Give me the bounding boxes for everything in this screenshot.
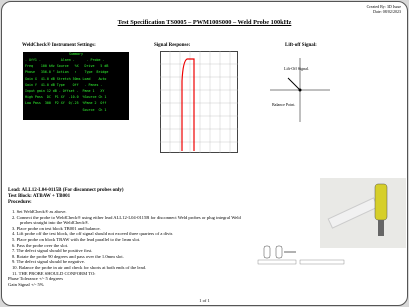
screen-frame xyxy=(161,52,238,153)
probe-diagram xyxy=(250,242,350,276)
block xyxy=(300,260,344,264)
liftoff-heading: Lift-off Signal: xyxy=(285,43,317,49)
instrument-panel: Summary - Off1 - Alarm - - Probe -Freq 1… xyxy=(23,52,129,120)
footer: 1 of 1 xyxy=(2,298,407,304)
balance-label: Balance Point. xyxy=(272,102,295,108)
block xyxy=(258,260,296,264)
panel-line: Source Ch 1 xyxy=(23,107,129,113)
probe xyxy=(276,246,282,258)
probe-handle xyxy=(375,184,387,220)
signal-screen xyxy=(160,51,238,153)
probe-photo xyxy=(320,178,406,248)
liftoff-sketch xyxy=(264,54,336,126)
page: Created By: 3D Issue Date: 08/02/2023 Te… xyxy=(1,1,408,306)
date: Date: 08/02/2023 xyxy=(373,9,401,15)
title: Test Specification TS0005 – PWM100S000 –… xyxy=(2,20,407,26)
liftoff-vector xyxy=(288,78,300,90)
balance-dot xyxy=(299,89,302,92)
procedure-title: Procedure: xyxy=(8,200,32,206)
settings-heading: WeldCheck® Instrument Settings: xyxy=(22,43,96,49)
tolerance: Gain Signal +/- 5% xyxy=(8,282,247,288)
procedure-step: 2. Connect the probe to WeldCheck® using… xyxy=(12,215,247,226)
probe-tip xyxy=(378,220,384,236)
signal-heading: Signal Response: xyxy=(154,43,190,49)
procedure-steps: 1. Set WeldCheck® as above.2. Connect th… xyxy=(12,209,247,287)
liftoff-label: Lift-Off Signal. xyxy=(284,66,309,72)
probe xyxy=(264,246,270,258)
